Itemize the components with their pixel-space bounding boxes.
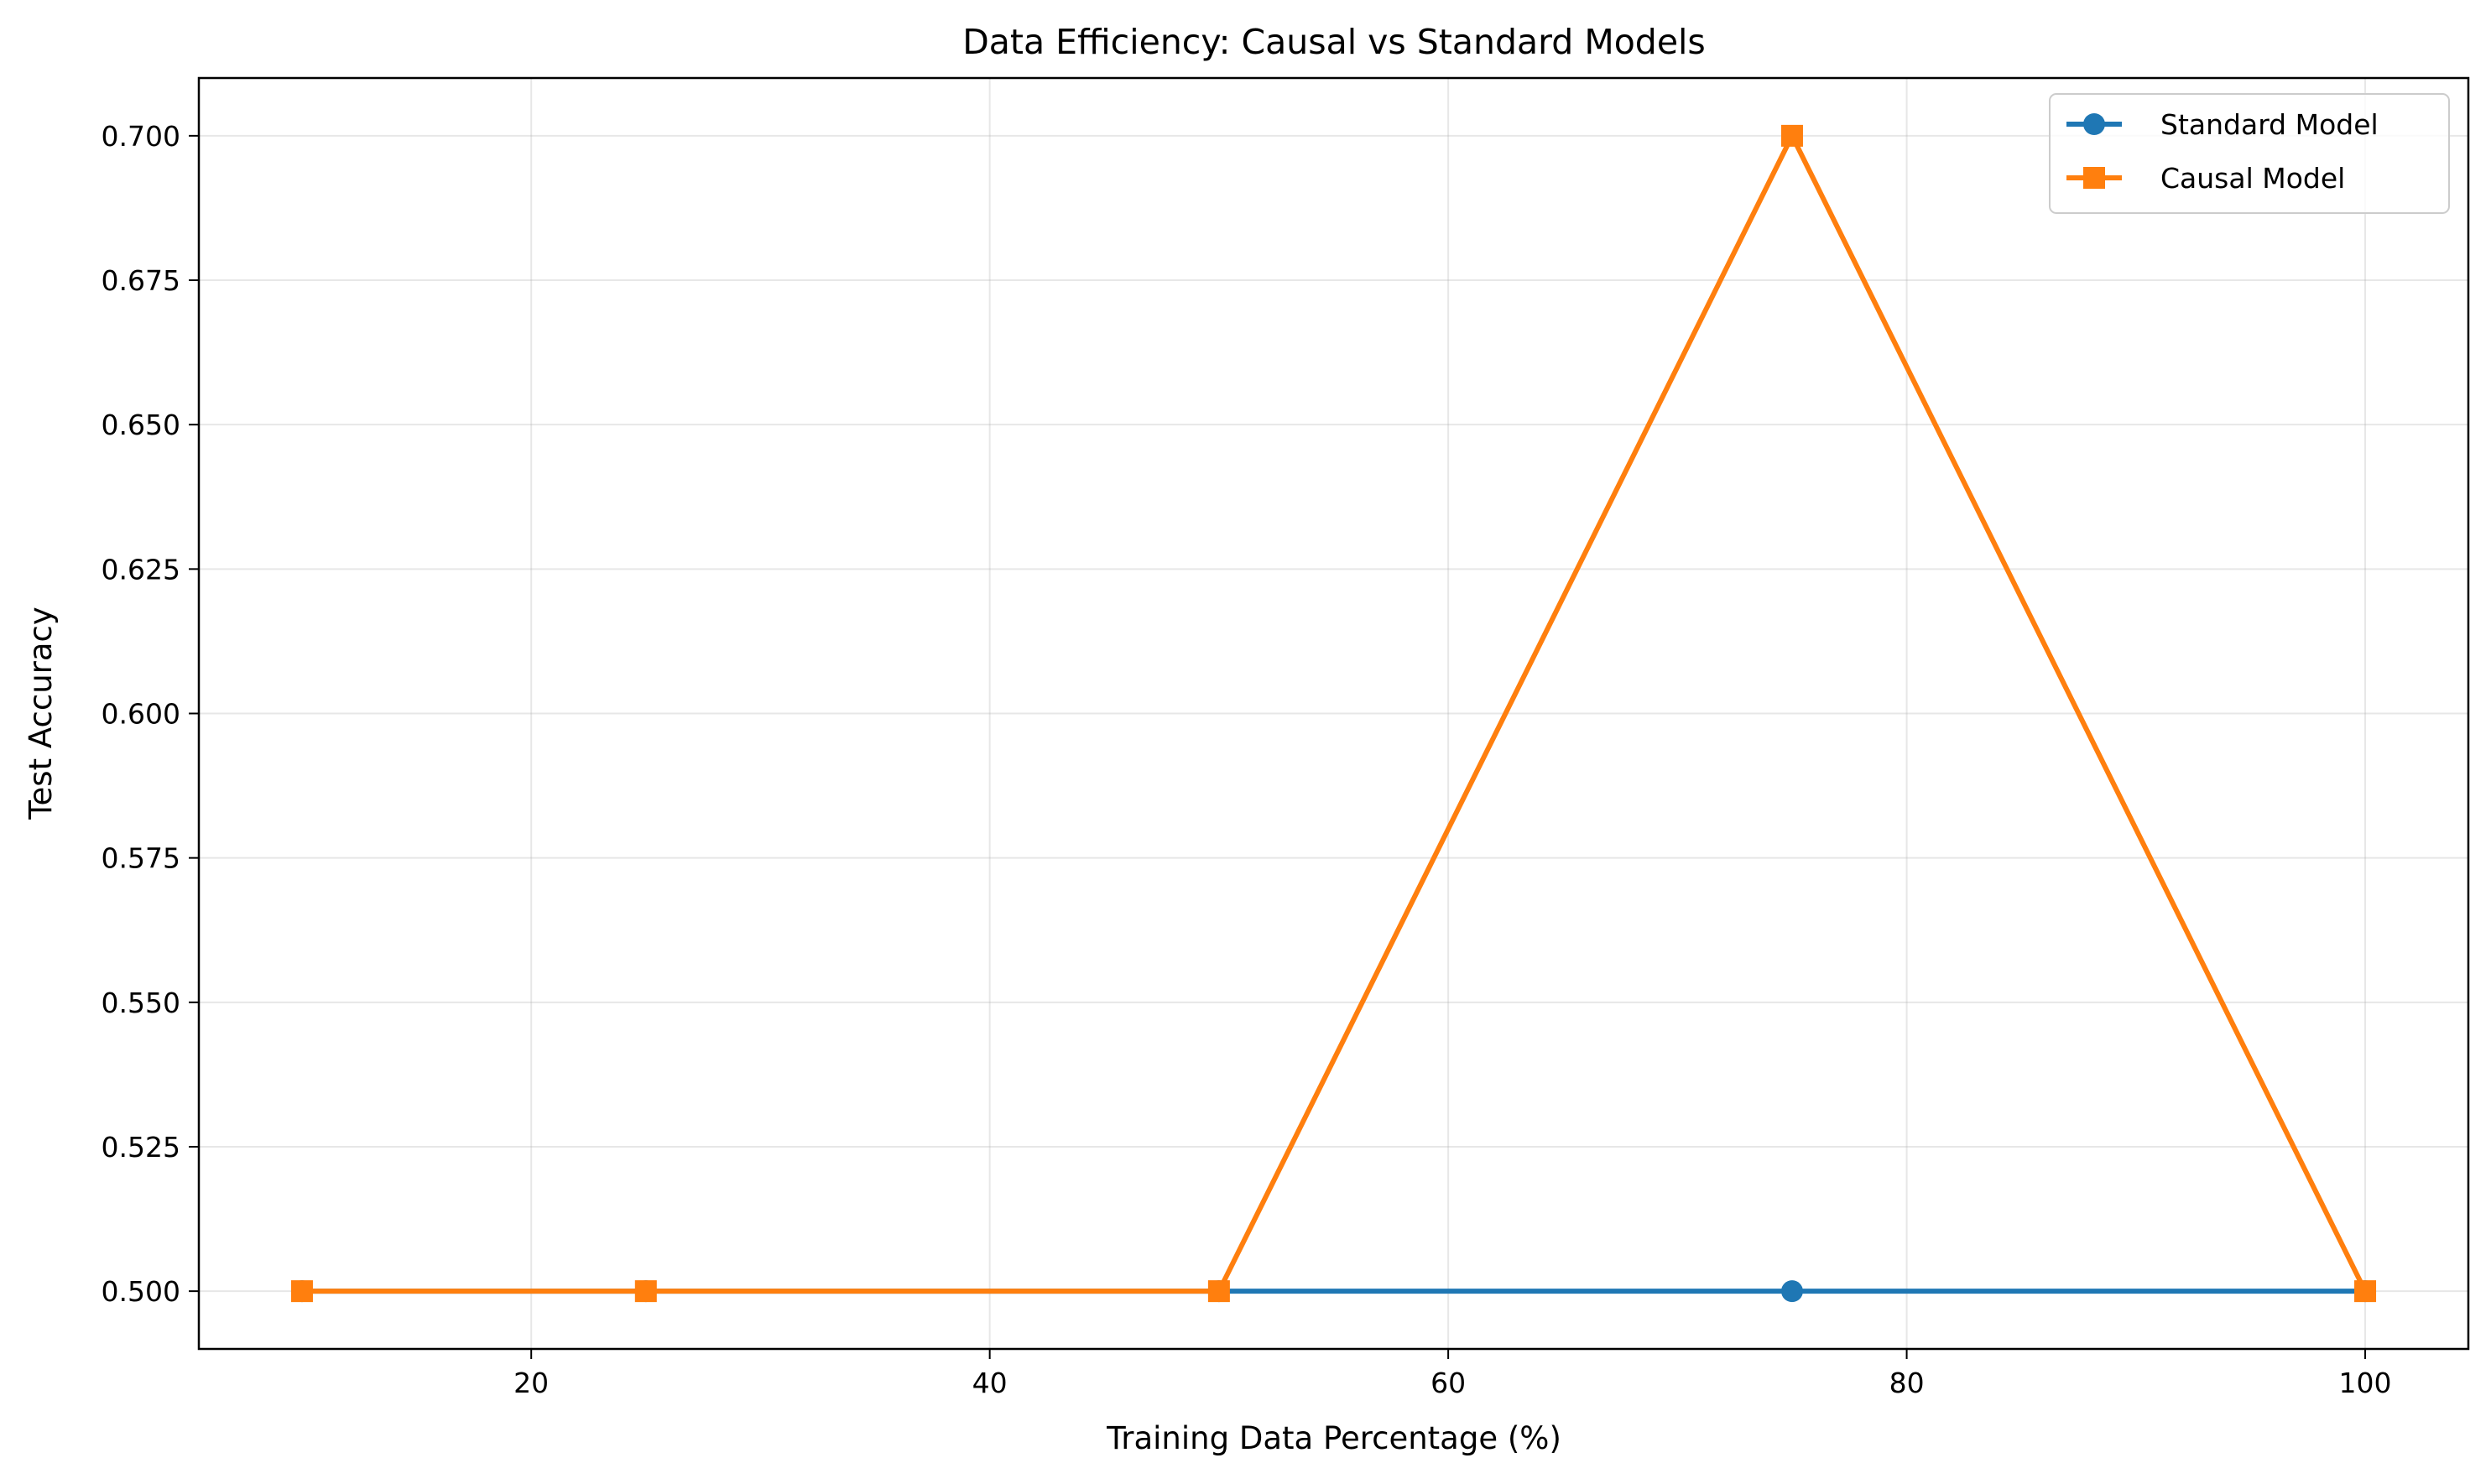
legend-marker	[2083, 113, 2105, 135]
y-tick-label: 0.625	[102, 553, 180, 586]
data-point	[1207, 1280, 1230, 1303]
data-point	[290, 1280, 313, 1303]
data-point	[1780, 124, 1803, 147]
chart-title: Data Efficiency: Causal vs Standard Mode…	[962, 22, 1706, 62]
y-tick-label: 0.525	[102, 1131, 180, 1164]
y-tick-label: 0.550	[102, 987, 180, 1019]
y-tick-label: 0.700	[102, 120, 180, 153]
x-tick-label: 40	[972, 1367, 1008, 1399]
series-layer	[290, 124, 2377, 1303]
x-tick-label: 80	[1889, 1367, 1925, 1399]
x-tick-label: 20	[513, 1367, 549, 1399]
y-tick-label: 0.675	[102, 264, 180, 297]
y-tick-label: 0.650	[102, 409, 180, 441]
legend: Standard Model Causal Model	[2049, 93, 2450, 214]
y-tick-label: 0.575	[102, 842, 180, 875]
data-point	[1780, 1280, 1803, 1303]
legend-marker	[2083, 167, 2105, 189]
x-tick-label: 60	[1431, 1367, 1466, 1399]
data-point	[634, 1280, 657, 1303]
series-causal-model	[290, 124, 2377, 1303]
x-axis-label: Training Data Percentage (%)	[1106, 1420, 1561, 1456]
legend-box	[2049, 93, 2450, 214]
ticks: 20 40 60 80 100 0.500 0.525 0.550 0.575 0.600 0.62…	[102, 120, 2392, 1399]
y-tick-label: 0.600	[102, 698, 180, 731]
legend-label: Standard Model	[2160, 108, 2379, 141]
legend-label: Causal Model	[2160, 162, 2345, 195]
y-axis-label: Test Accuracy	[23, 607, 59, 820]
legend-item: Causal Model	[2066, 162, 2345, 195]
legend-item: Standard Model	[2066, 108, 2379, 141]
data-point	[2354, 1280, 2377, 1303]
y-tick-label: 0.500	[102, 1275, 180, 1308]
x-tick-label: 100	[2339, 1367, 2392, 1399]
